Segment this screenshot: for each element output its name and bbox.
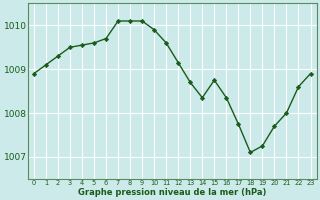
- X-axis label: Graphe pression niveau de la mer (hPa): Graphe pression niveau de la mer (hPa): [78, 188, 266, 197]
